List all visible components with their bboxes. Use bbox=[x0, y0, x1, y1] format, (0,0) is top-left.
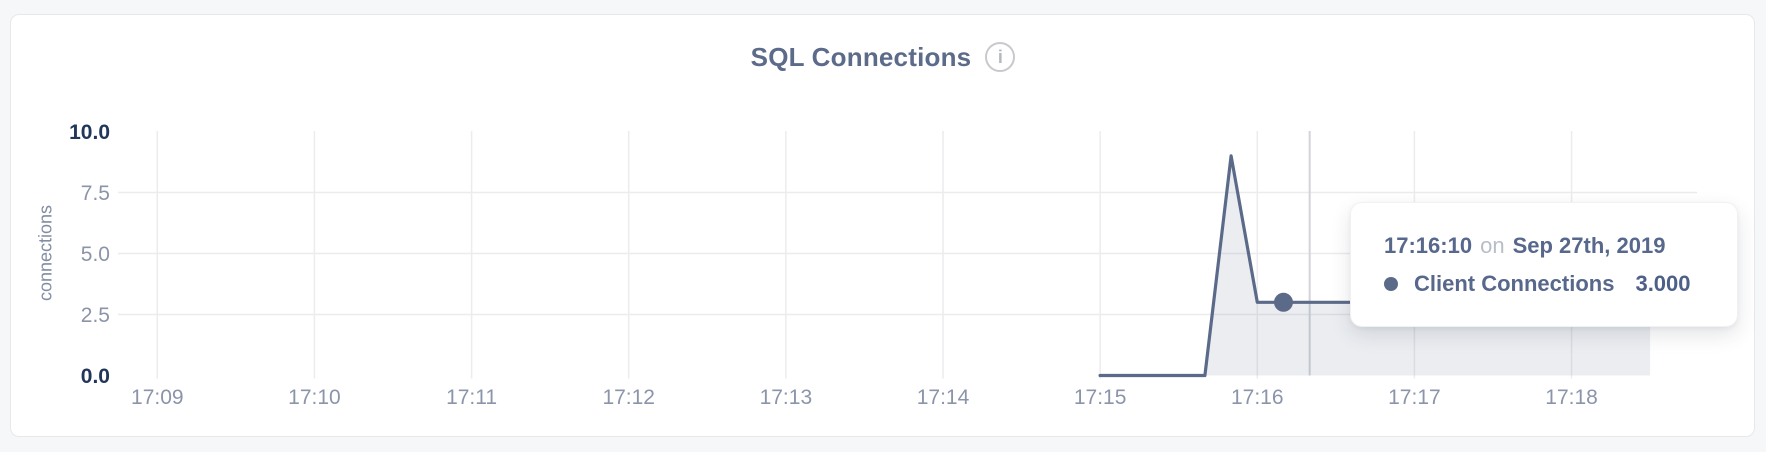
y-tick-label: 7.5 bbox=[81, 182, 110, 205]
tooltip-series-label: Client Connections bbox=[1414, 270, 1615, 296]
y-tick-label: 5.0 bbox=[81, 243, 110, 266]
tooltip-value: 3.000 bbox=[1635, 270, 1691, 296]
chart-header: SQL Connections i bbox=[0, 40, 1766, 74]
x-tick-label: 17:13 bbox=[760, 386, 813, 409]
y-tick-label: 10.0 bbox=[69, 121, 110, 144]
x-tick-label: 17:18 bbox=[1545, 386, 1598, 409]
x-tick-label: 17:15 bbox=[1074, 386, 1127, 409]
chart-tooltip: 17:16:10 on Sep 27th, 2019 Client Connec… bbox=[1350, 202, 1738, 327]
x-tick-label: 17:17 bbox=[1388, 386, 1441, 409]
series-bullet-icon bbox=[1384, 276, 1398, 291]
y-tick-label: 0.0 bbox=[81, 365, 110, 388]
tooltip-series-row: Client Connections 3.000 bbox=[1384, 265, 1737, 303]
tooltip-connector: on bbox=[1480, 232, 1505, 258]
x-tick-label: 17:16 bbox=[1231, 386, 1284, 409]
tooltip-timestamp-row: 17:16:10 on Sep 27th, 2019 bbox=[1384, 227, 1737, 265]
info-icon[interactable]: i bbox=[985, 42, 1016, 72]
x-tick-label: 17:12 bbox=[602, 386, 655, 409]
tooltip-time: 17:16:10 bbox=[1384, 232, 1473, 258]
x-tick-label: 17:10 bbox=[288, 386, 341, 409]
chart-title: SQL Connections bbox=[750, 41, 972, 72]
x-tick-label: 17:11 bbox=[446, 386, 497, 409]
x-tick-label: 17:14 bbox=[917, 386, 970, 409]
hover-point-dot bbox=[1273, 292, 1293, 312]
x-tick-label: 17:09 bbox=[131, 386, 184, 409]
tooltip-date: Sep 27th, 2019 bbox=[1512, 232, 1666, 258]
y-tick-label: 2.5 bbox=[81, 304, 110, 327]
